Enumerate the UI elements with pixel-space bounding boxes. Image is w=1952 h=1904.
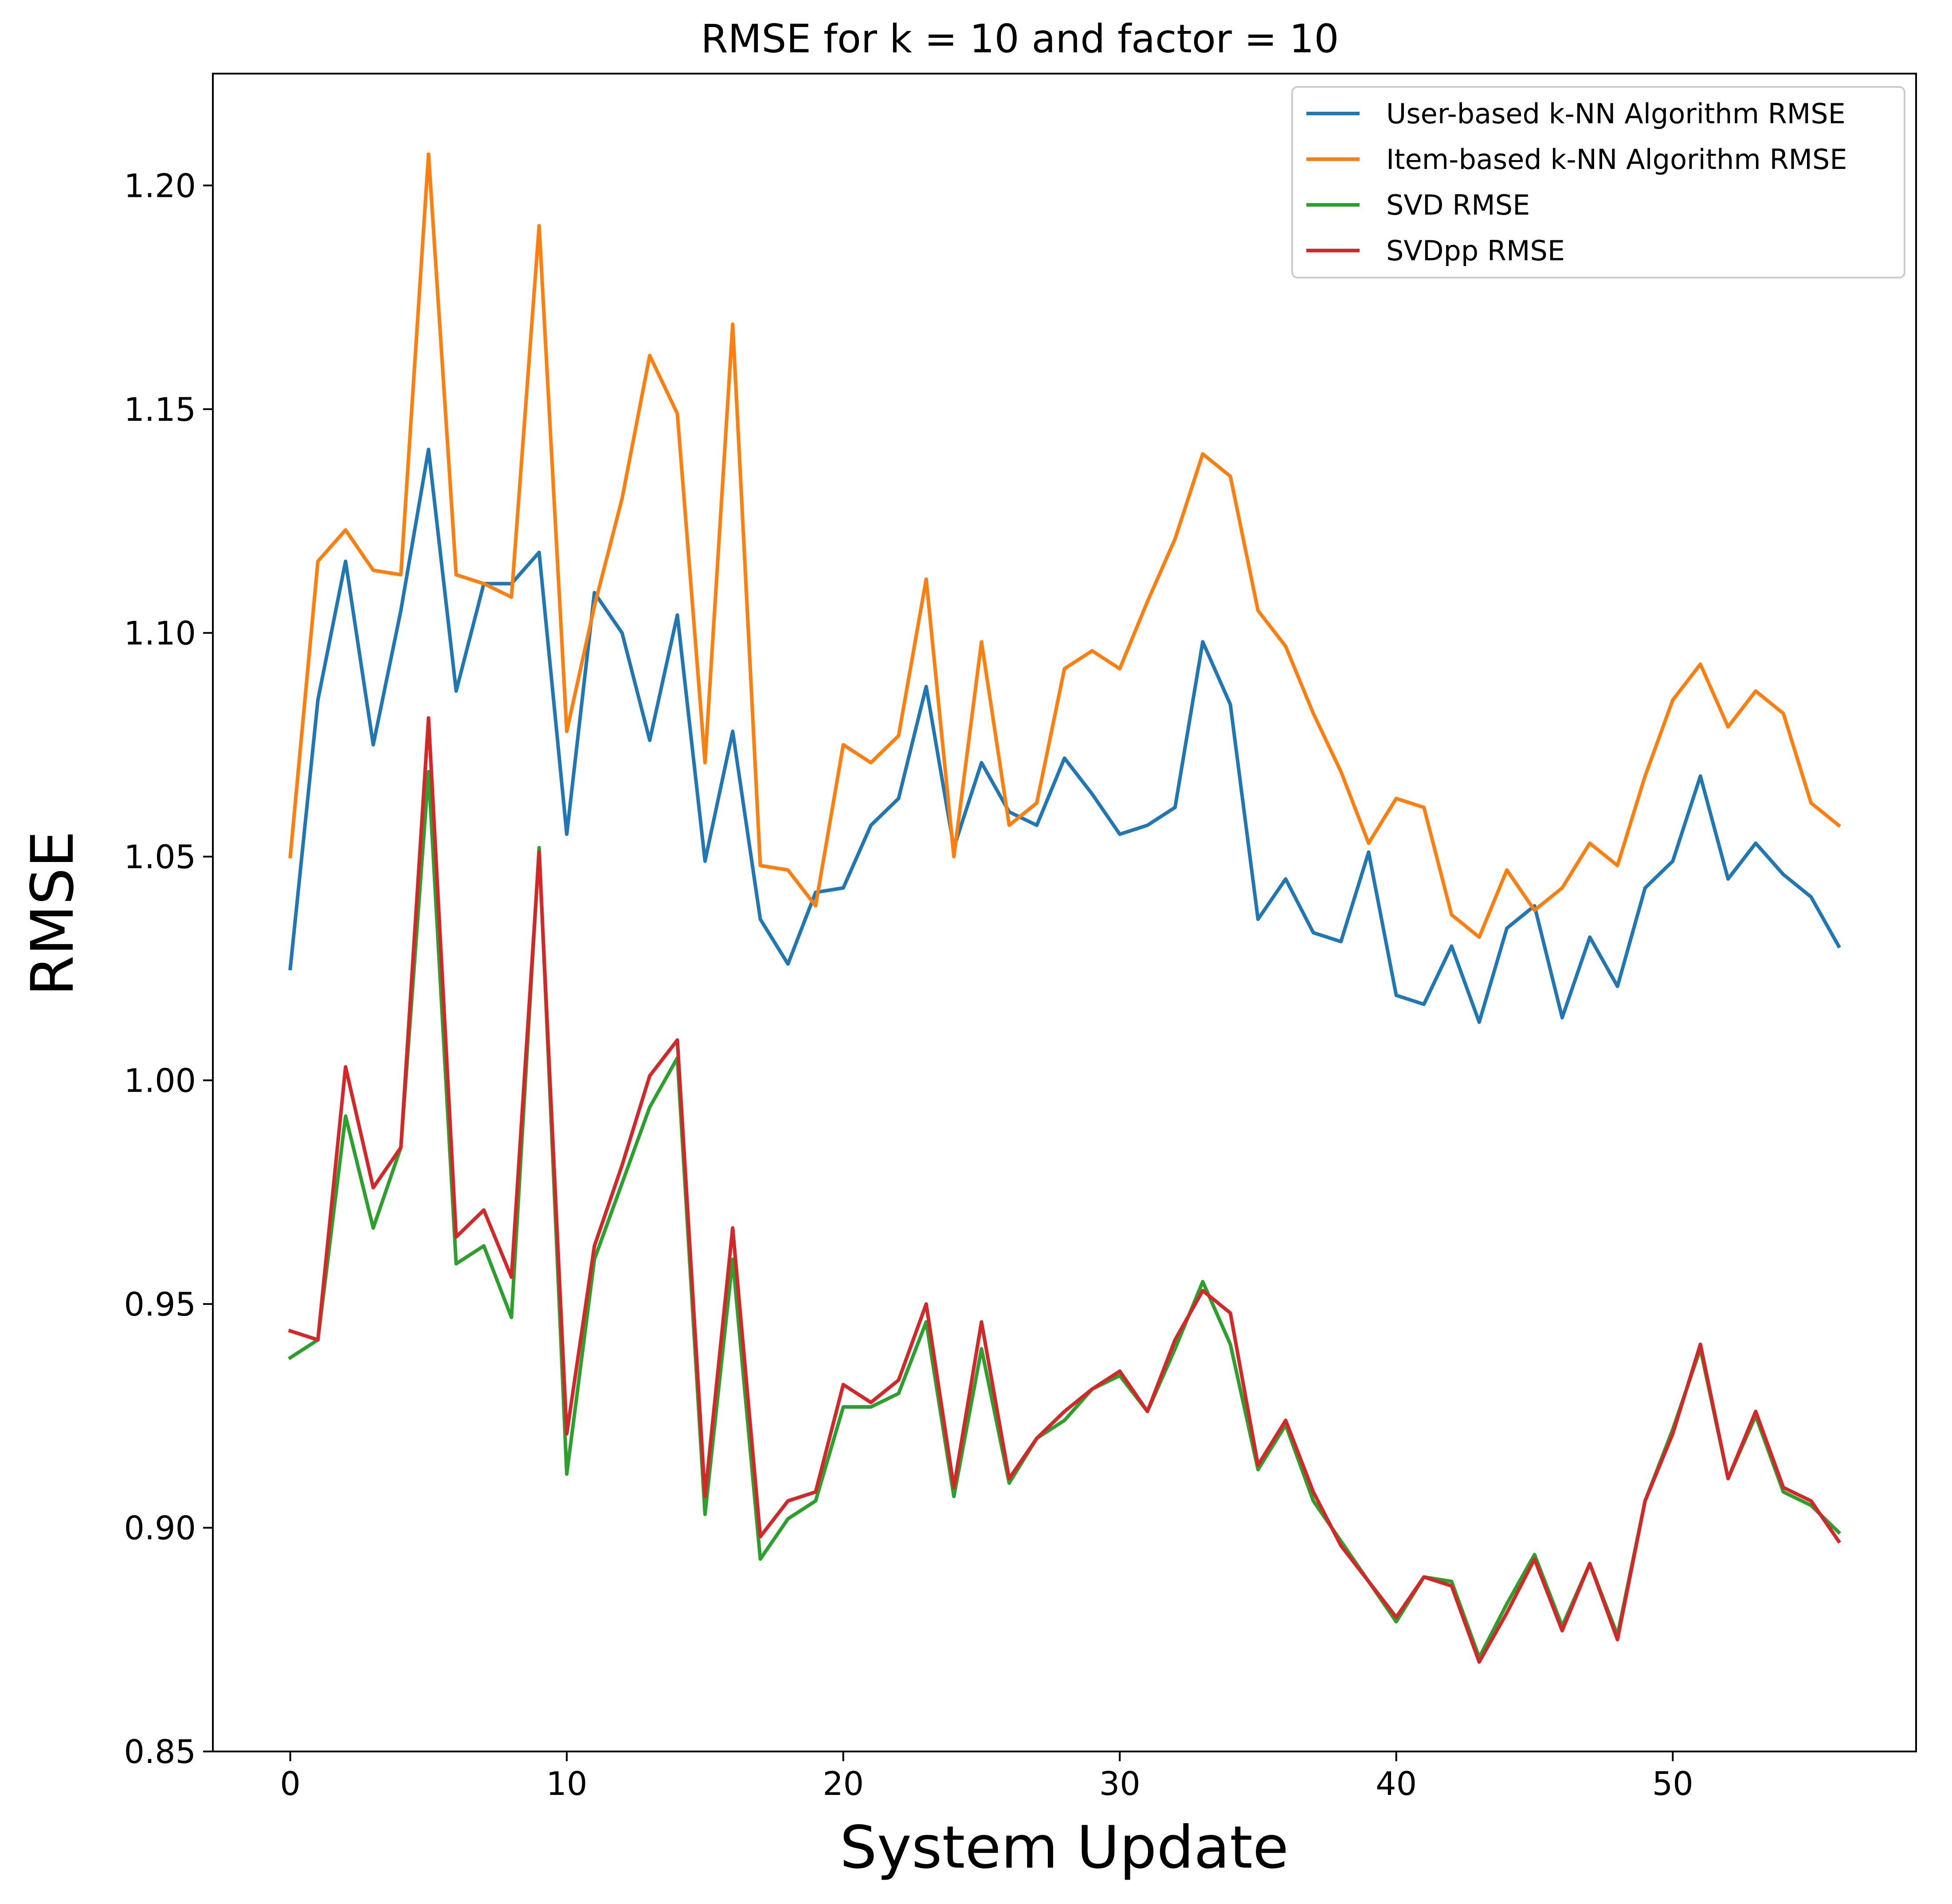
y-tick-label: 1.05 — [124, 838, 196, 876]
plot-area: 0 10 20 30 40 50 0.85 0.90 0.95 1.00 1.05 1.10 1.15… — [124, 73, 1917, 1803]
legend-label: Item-based k-NN Algorithm RMSE — [1386, 143, 1847, 176]
series-layer — [288, 152, 1842, 1664]
legend-label: User-based k-NN Algorithm RMSE — [1386, 98, 1846, 130]
legend-label: SVDpp RMSE — [1386, 235, 1565, 267]
legend-label: SVD RMSE — [1386, 189, 1530, 221]
y-axis-label: RMSE — [19, 831, 87, 996]
series-line-2 — [288, 152, 1842, 939]
x-tick-label: 20 — [823, 1765, 864, 1803]
chart-title: RMSE for k = 10 and factor = 10 — [701, 16, 1339, 62]
y-tick-label: 0.85 — [124, 1733, 196, 1771]
x-tick-label: 0 — [280, 1765, 300, 1803]
y-tick-label: 0.90 — [124, 1509, 196, 1547]
y-tick-label: 1.00 — [124, 1062, 196, 1100]
legend-items: User-based k-NN Algorithm RMSE Item-based… — [1306, 98, 1847, 267]
x-tick-label: 30 — [1099, 1765, 1141, 1803]
y-axis: 0.85 0.90 0.95 1.00 1.05 1.10 1.15 1.20 — [124, 167, 213, 1771]
x-axis: 0 10 20 30 40 50 — [280, 1751, 1693, 1803]
y-tick-label: 1.15 — [124, 391, 196, 429]
plot-frame — [212, 73, 1917, 1752]
legend-box — [1291, 86, 1905, 278]
y-tick-label: 1.20 — [124, 167, 196, 205]
x-tick-label: 50 — [1652, 1765, 1693, 1803]
x-axis-label: System Update — [840, 1814, 1289, 1882]
series-line-1 — [288, 447, 1841, 1024]
legend: User-based k-NN Algorithm RMSE Item-based… — [1291, 86, 1905, 278]
x-tick-label: 10 — [546, 1765, 588, 1803]
x-tick-label: 40 — [1376, 1765, 1417, 1803]
series-line-4 — [288, 716, 1841, 1664]
y-tick-label: 0.95 — [124, 1286, 196, 1324]
y-tick-label: 1.10 — [124, 615, 196, 652]
